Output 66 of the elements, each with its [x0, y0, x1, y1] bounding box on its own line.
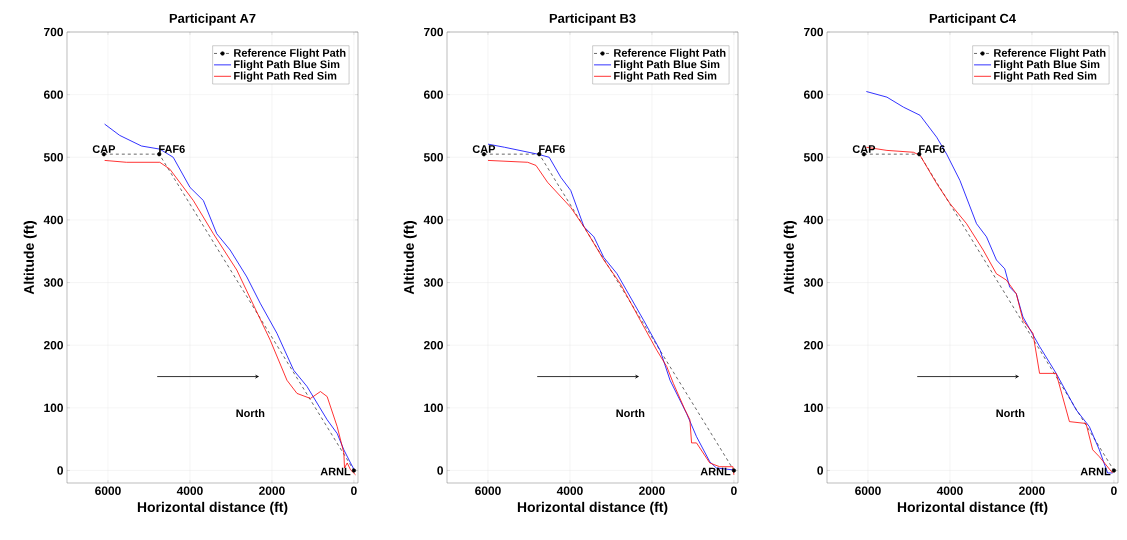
x-tick-label: 0 — [731, 486, 737, 495]
annotation: ARNL — [320, 467, 351, 476]
annotation: CAP — [852, 145, 876, 153]
x-tick-label: 2000 — [639, 486, 665, 495]
legend-label: Flight Path Blue Sim — [614, 60, 720, 71]
annotation: North — [616, 409, 645, 418]
y-tick-label: 300 — [423, 278, 443, 287]
y-axis-title: Altitude (ft) — [403, 221, 417, 295]
y-tick-label: 300 — [43, 278, 63, 287]
y-axis-title: Altitude (ft) — [783, 221, 797, 295]
y-tick-label: 200 — [43, 340, 63, 350]
legend-label: Reference Flight Path — [234, 48, 346, 59]
annotation: FAF6 — [159, 145, 185, 153]
legend-label: Flight Path Blue Sim — [234, 60, 340, 71]
x-axis-title: Horizontal distance (ft) — [137, 501, 288, 515]
y-tick-label: 100 — [804, 403, 823, 413]
y-tick-label: 500 — [423, 153, 443, 162]
x-axis-title: Horizontal distance (ft) — [897, 501, 1048, 515]
y-tick-label: 600 — [43, 90, 63, 99]
annotation: FAF6 — [919, 145, 945, 153]
y-tick-label: 400 — [43, 215, 63, 225]
y-tick-label: 700 — [804, 27, 823, 37]
x-tick-label: 2000 — [259, 486, 285, 495]
x-tick-label: 6000 — [475, 486, 501, 495]
y-tick-label: 0 — [817, 466, 823, 475]
y-tick-label: 300 — [803, 278, 823, 287]
y-tick-label: 600 — [423, 90, 443, 99]
y-tick-label: 700 — [44, 27, 63, 37]
x-tick-label: 6000 — [95, 486, 121, 495]
x-tick-label: 2000 — [1019, 486, 1045, 495]
x-tick-label: 4000 — [936, 486, 963, 495]
x-tick-label: 0 — [1111, 486, 1117, 495]
x-tick-label: 6000 — [855, 486, 881, 495]
y-tick-label: 0 — [57, 466, 63, 475]
y-tick-label: 700 — [424, 27, 443, 37]
annotation: CAP — [92, 145, 116, 153]
legend-label: Reference Flight Path — [994, 48, 1106, 59]
annotation: ARNL — [1080, 467, 1111, 476]
y-tick-label: 500 — [803, 153, 823, 162]
y-tick-label: 400 — [423, 215, 443, 225]
annotation: CAP — [472, 145, 496, 153]
legend-label: Flight Path Red Sim — [614, 71, 717, 82]
chart-title: Participant B3 — [549, 13, 636, 26]
y-tick-label: 400 — [803, 215, 823, 225]
legend-label: Flight Path Red Sim — [234, 71, 337, 82]
x-tick-label: 4000 — [556, 486, 583, 495]
annotation: North — [236, 409, 265, 418]
y-tick-label: 500 — [43, 153, 63, 162]
y-axis-title: Altitude (ft) — [23, 221, 37, 295]
y-tick-label: 100 — [44, 403, 63, 413]
y-tick-label: 0 — [437, 466, 443, 475]
y-tick-label: 200 — [803, 340, 823, 350]
legend-label: Reference Flight Path — [614, 48, 726, 59]
legend-label: Flight Path Blue Sim — [994, 60, 1100, 71]
legend-label: Flight Path Red Sim — [994, 71, 1097, 82]
y-tick-label: 600 — [803, 90, 823, 99]
chart-title: Participant A7 — [169, 13, 256, 26]
y-tick-label: 200 — [423, 340, 443, 350]
annotation: North — [996, 409, 1025, 418]
chart-title: Participant C4 — [929, 13, 1016, 26]
y-tick-label: 100 — [424, 403, 443, 413]
x-tick-label: 4000 — [176, 486, 203, 495]
x-tick-label: 0 — [351, 486, 357, 495]
annotation: FAF6 — [539, 145, 565, 153]
annotation: ARNL — [700, 467, 731, 476]
x-axis-title: Horizontal distance (ft) — [517, 501, 668, 515]
